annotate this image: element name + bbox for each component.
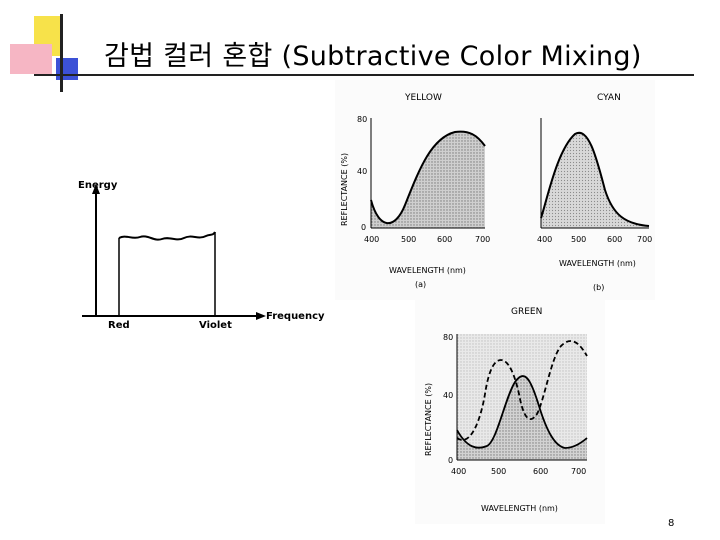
decor-vertical-line <box>60 14 63 92</box>
yellow-xtick-500: 500 <box>401 235 416 244</box>
green-reflectance-chart: GREEN 80 40 0 400 500 600 700 WAVELENGTH… <box>424 307 588 513</box>
green-ylabel: REFLECTANCE (%) <box>424 383 433 456</box>
cyan-xtick-600: 600 <box>607 235 622 244</box>
green-title: GREEN <box>511 307 542 317</box>
decor-pink-square <box>10 44 52 74</box>
yellow-ytick-0: 0 <box>361 223 366 232</box>
energy-violet-label: Violet <box>199 320 232 331</box>
cyan-xlabel: WAVELENGTH (nm) <box>559 259 636 268</box>
yellow-xlabel: WAVELENGTH (nm) <box>389 266 466 275</box>
title-underline <box>34 74 694 76</box>
green-cyan-curve <box>456 375 588 449</box>
yellow-xtick-400: 400 <box>364 235 379 244</box>
green-xtick-500: 500 <box>491 467 506 476</box>
green-yellow-curve <box>456 340 588 441</box>
yellow-title: YELLOW <box>404 93 442 103</box>
green-xtick-700: 700 <box>571 467 586 476</box>
green-ytick-0: 0 <box>448 456 453 465</box>
page-number: 8 <box>668 518 675 529</box>
energy-xlabel: Frequency <box>266 311 325 322</box>
energy-red-label: Red <box>108 320 130 331</box>
green-xtick-600: 600 <box>533 467 548 476</box>
cyan-curve <box>540 131 650 227</box>
cyan-caption: (b) <box>593 283 604 292</box>
yellow-unshaded-area <box>371 118 485 224</box>
green-xlabel: WAVELENGTH (nm) <box>481 504 558 513</box>
yellow-ylabel: REFLECTANCE (%) <box>340 153 349 226</box>
green-ytick-40: 40 <box>443 391 453 400</box>
yellow-reflectance-chart: YELLOW 80 40 0 400 500 600 700 WAVELENGT… <box>340 93 652 292</box>
energy-ylabel: Energy <box>78 180 118 191</box>
cyan-xtick-700: 700 <box>637 235 652 244</box>
green-unshaded-area <box>457 334 587 448</box>
yellow-ytick-80: 80 <box>357 115 367 124</box>
energy-x-arrow <box>256 312 266 320</box>
cyan-xtick-500: 500 <box>571 235 586 244</box>
slide-title: 감법 컬러 혼합 (Subtractive Color Mixing) <box>104 41 642 72</box>
yellow-ytick-40: 40 <box>357 167 367 176</box>
green-xtick-400: 400 <box>451 467 466 476</box>
cyan-xtick-400: 400 <box>537 235 552 244</box>
green-ytick-80: 80 <box>443 333 453 342</box>
yellow-caption: (a) <box>415 280 426 289</box>
yellow-xtick-600: 600 <box>437 235 452 244</box>
yellow-xtick-700: 700 <box>475 235 490 244</box>
cyan-unshaded-area <box>541 118 649 226</box>
energy-curve <box>118 231 216 241</box>
cyan-title: CYAN <box>597 93 621 103</box>
energy-y-arrow <box>92 184 100 194</box>
yellow-curve <box>370 130 486 225</box>
energy-spectrum-chart: Energy Frequency Red Violet <box>78 180 325 331</box>
